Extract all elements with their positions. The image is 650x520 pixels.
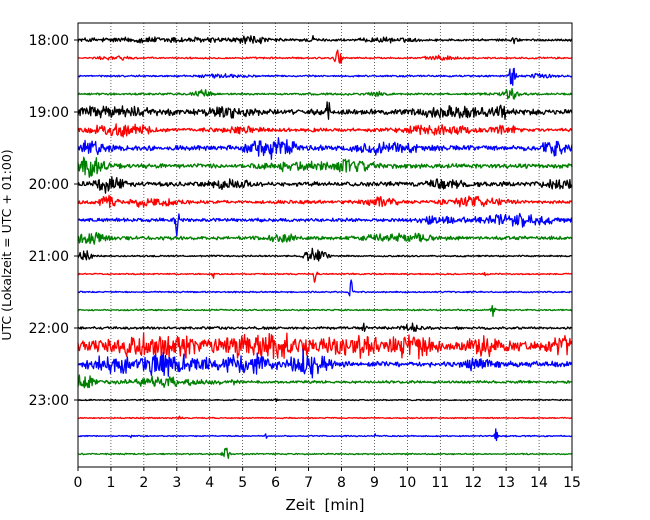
x-tick-label: 14: [530, 475, 548, 491]
x-axis-label: Zeit [min]: [285, 496, 364, 514]
trace-2245: [77, 374, 573, 389]
trace-2030: [77, 212, 573, 237]
y-axis-ticks: 18:00 19:00 20:00 21:00 22:00 23:00: [29, 33, 78, 409]
x-tick-label: 4: [205, 475, 214, 491]
trace-2145: [77, 304, 573, 317]
x-tick-label: 8: [337, 475, 346, 491]
trace-2200: [77, 322, 573, 332]
x-axis-ticks: 0 1 2 3 4 5 6 7 8 9 10 11 12 13 14 15: [74, 467, 581, 491]
y-tick-label: 22:00: [29, 321, 69, 337]
trace-1945: [77, 156, 573, 178]
x-tick-label: 1: [106, 475, 115, 491]
x-tick-label: 15: [563, 475, 581, 491]
trace-2300: [77, 398, 573, 403]
trace-1930: [77, 137, 573, 160]
x-tick-label: 11: [431, 475, 449, 491]
x-tick-label: 7: [304, 475, 313, 491]
x-tick-label: 10: [398, 475, 416, 491]
x-tick-label: 13: [497, 475, 515, 491]
trace-group: [77, 34, 573, 459]
trace-2130: [77, 279, 573, 297]
y-tick-label: 21:00: [29, 249, 69, 265]
trace-2230: [77, 348, 573, 379]
trace-2315: [77, 415, 573, 420]
trace-2015: [77, 194, 573, 209]
y-tick-label: 19:00: [29, 105, 69, 121]
y-tick-label: 20:00: [29, 177, 69, 193]
trace-1830: [77, 67, 573, 86]
trace-2345: [77, 447, 573, 459]
trace-1800: [77, 34, 573, 45]
x-tick-label: 5: [238, 475, 247, 491]
y-tick-label: 23:00: [29, 393, 69, 409]
x-tick-label: 6: [271, 475, 280, 491]
trace-1815: [77, 49, 573, 64]
grid-lines: [110, 23, 540, 467]
plot-background: [78, 23, 572, 467]
trace-1900: [77, 101, 573, 120]
y-tick-label: 18:00: [29, 33, 69, 49]
trace-2330: [77, 428, 573, 442]
x-tick-label: 2: [139, 475, 148, 491]
trace-2045: [77, 231, 573, 245]
trace-2215: [77, 332, 573, 360]
x-tick-label: 12: [464, 475, 482, 491]
trace-2100: [77, 247, 573, 262]
trace-1915: [77, 123, 573, 138]
trace-2000: [77, 176, 573, 194]
plot-frame: [77, 22, 573, 468]
y-axis-label: UTC (Lokalzeit = UTC + 01:00): [0, 149, 14, 340]
trace-1845: [77, 87, 573, 100]
x-tick-label: 3: [172, 475, 181, 491]
x-tick-label: 0: [74, 475, 83, 491]
trace-2115: [77, 271, 573, 283]
x-tick-label: 9: [370, 475, 379, 491]
